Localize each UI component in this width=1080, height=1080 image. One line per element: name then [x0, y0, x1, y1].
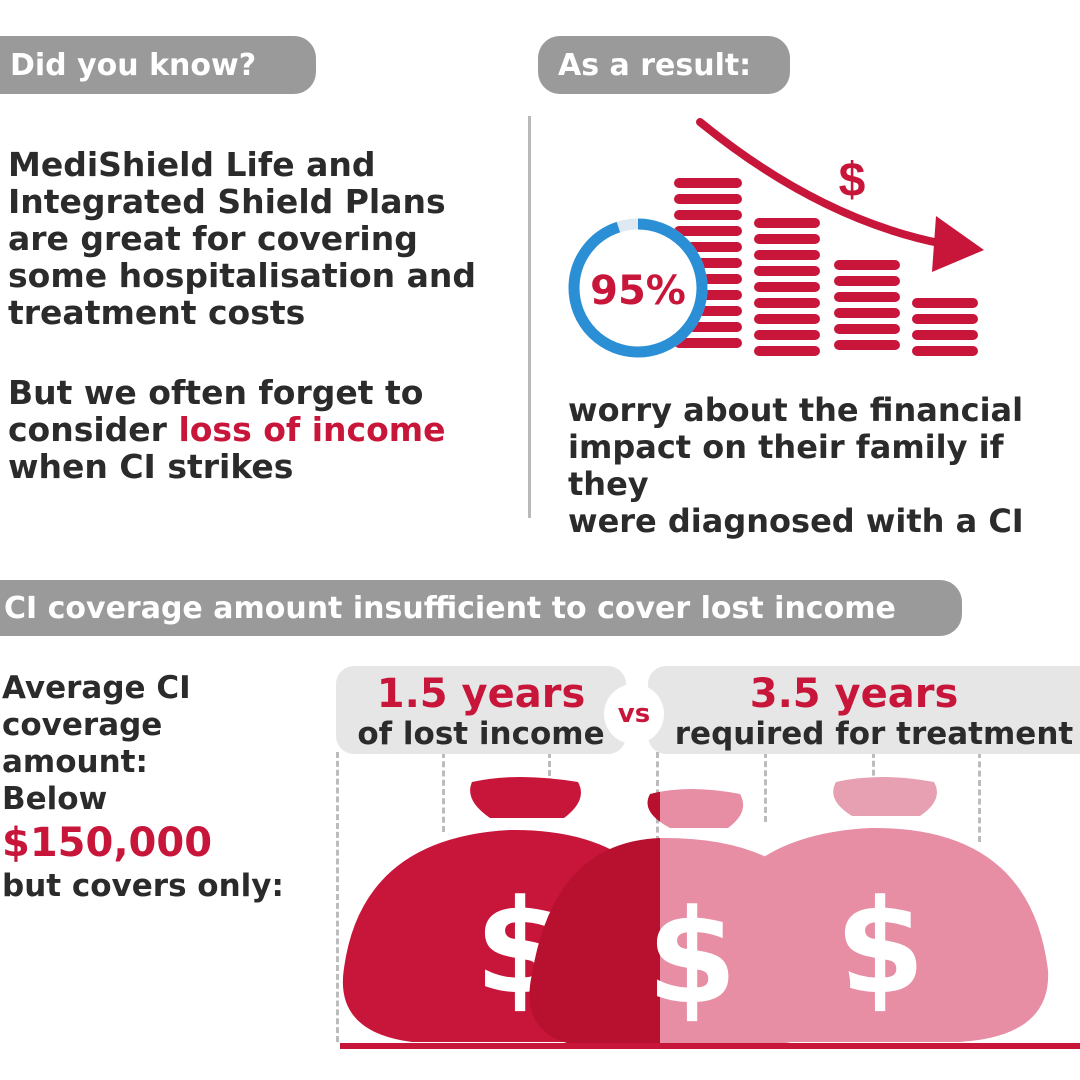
- coverage-amount: $150,000: [2, 820, 213, 866]
- money-bags-graphic: $ $ $: [340, 777, 1080, 1049]
- vs-label: vs: [617, 699, 651, 729]
- treatment-box: 3.5 years required for treatment: [648, 666, 1080, 754]
- lost-income-years: 1.5 years: [376, 671, 586, 717]
- covers-only-line: but covers only:: [2, 868, 284, 904]
- guide-line: [336, 752, 339, 1042]
- guide-line: [442, 752, 445, 832]
- intro-line: Integrated Shield Plans: [8, 182, 446, 221]
- income-paragraph: But we often forget to consider loss of …: [8, 374, 446, 485]
- intro-paragraph: MediShield Life and Integrated Shield Pl…: [8, 146, 476, 331]
- worry-line: were diagnosed with a CI: [568, 502, 1024, 540]
- worry-line: impact on their family if they: [568, 428, 1004, 503]
- worry-line: worry about the financial: [568, 391, 1024, 429]
- dollar-symbol: $: [839, 154, 866, 207]
- as-a-result-label: As a result:: [558, 47, 752, 83]
- average-coverage-text: Average CI coverage amount: Below $150,0…: [2, 670, 284, 905]
- coverage-banner: CI coverage amount insufficient to cover…: [0, 580, 962, 636]
- guide-line: [978, 752, 981, 842]
- percent-ring: [568, 218, 708, 358]
- bag-dollar: $: [835, 871, 925, 1023]
- lost-income-label: of lost income: [357, 716, 605, 752]
- treatment-years: 3.5 years: [749, 671, 959, 717]
- bag-dollar: $: [647, 881, 737, 1033]
- financial-worry-graphic: $ 95%: [568, 118, 984, 358]
- percent-value: 95%: [590, 268, 686, 314]
- intro-line: some hospitalisation and: [8, 256, 477, 295]
- income-line: But we often forget to: [8, 373, 424, 412]
- guide-line: [872, 752, 875, 802]
- intro-line: are great for covering: [8, 219, 418, 258]
- lost-income-box: 1.5 years of lost income: [336, 666, 626, 754]
- treatment-label: required for treatment: [674, 716, 1074, 752]
- guide-line: [764, 752, 767, 822]
- income-line: consider loss of income: [8, 411, 446, 448]
- did-you-know-label: Did you know?: [10, 47, 257, 83]
- worry-caption: worry about the financial impact on thei…: [568, 392, 1080, 540]
- income-line-prefix: consider: [8, 410, 179, 449]
- did-you-know-heading: Did you know?: [0, 36, 316, 94]
- column-divider: [528, 116, 531, 518]
- down-trend-arrow-icon: [696, 118, 984, 272]
- coverage-line: Below: [2, 781, 108, 817]
- intro-line: MediShield Life and: [8, 145, 376, 184]
- as-a-result-heading: As a result:: [538, 36, 790, 94]
- income-line: when CI strikes: [8, 447, 294, 486]
- coverage-line: amount:: [2, 744, 148, 780]
- vs-badge: vs: [604, 684, 664, 744]
- intro-line: treatment costs: [8, 293, 306, 332]
- coverage-line: Average CI: [2, 670, 191, 706]
- coverage-line: coverage: [2, 707, 163, 743]
- loss-of-income-highlight: loss of income: [178, 410, 446, 449]
- coverage-banner-label: CI coverage amount insufficient to cover…: [4, 590, 896, 626]
